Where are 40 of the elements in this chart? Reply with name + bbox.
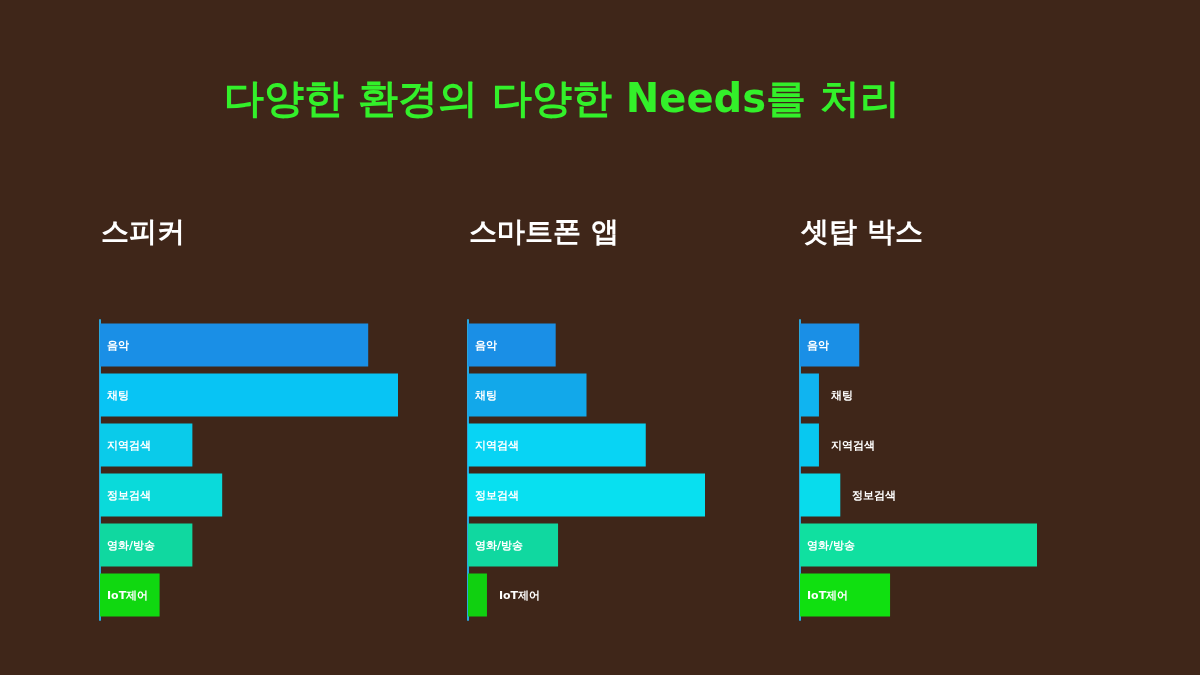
y-tick-label: 채팅 <box>829 388 853 402</box>
y-tick-label: 영화/방송 <box>107 538 156 552</box>
bar <box>100 323 369 367</box>
bar <box>100 423 193 467</box>
bar <box>468 373 587 417</box>
bar <box>800 523 1037 567</box>
y-tick-label: 정보검색 <box>107 488 151 502</box>
y-tick-label: 음악 <box>475 338 497 352</box>
y-tick-label: IoT제어 <box>498 588 541 602</box>
bar <box>468 573 487 617</box>
y-tick-label: IoT제어 <box>107 588 149 602</box>
chart-title: 스마트폰 앱 <box>469 214 619 248</box>
bar <box>800 473 841 517</box>
bar <box>800 373 819 417</box>
bar <box>100 373 398 417</box>
bar <box>468 523 559 567</box>
y-tick-label: 지역검색 <box>474 438 519 452</box>
bar <box>100 473 223 517</box>
bar <box>468 423 646 467</box>
y-tick-label: 음악 <box>807 338 829 352</box>
y-tick-label: 지역검색 <box>829 438 875 452</box>
bar <box>800 573 891 617</box>
bar <box>468 473 705 517</box>
y-tick-label: 채팅 <box>106 388 129 402</box>
chart-title: 스피커 <box>101 214 185 248</box>
y-tick-label: 채팅 <box>474 388 497 402</box>
y-tick-label: 지역검색 <box>106 438 151 452</box>
text: 다양한 환경의 다양한 Needs를 처리 <box>223 74 901 123</box>
y-tick-label: 정보검색 <box>852 488 897 502</box>
bar <box>468 323 556 367</box>
bar <box>100 573 160 617</box>
y-tick-label: 정보검색 <box>475 488 519 502</box>
bar <box>100 523 193 567</box>
bar <box>800 323 860 367</box>
y-tick-label: 음악 <box>107 338 129 352</box>
y-tick-label: 영화/방송 <box>475 538 524 552</box>
bar <box>800 423 819 467</box>
y-tick-label: 영화/방송 <box>807 538 856 552</box>
y-tick-label: IoT제어 <box>807 588 849 602</box>
chart-title: 셋탑 박스 <box>800 214 923 248</box>
